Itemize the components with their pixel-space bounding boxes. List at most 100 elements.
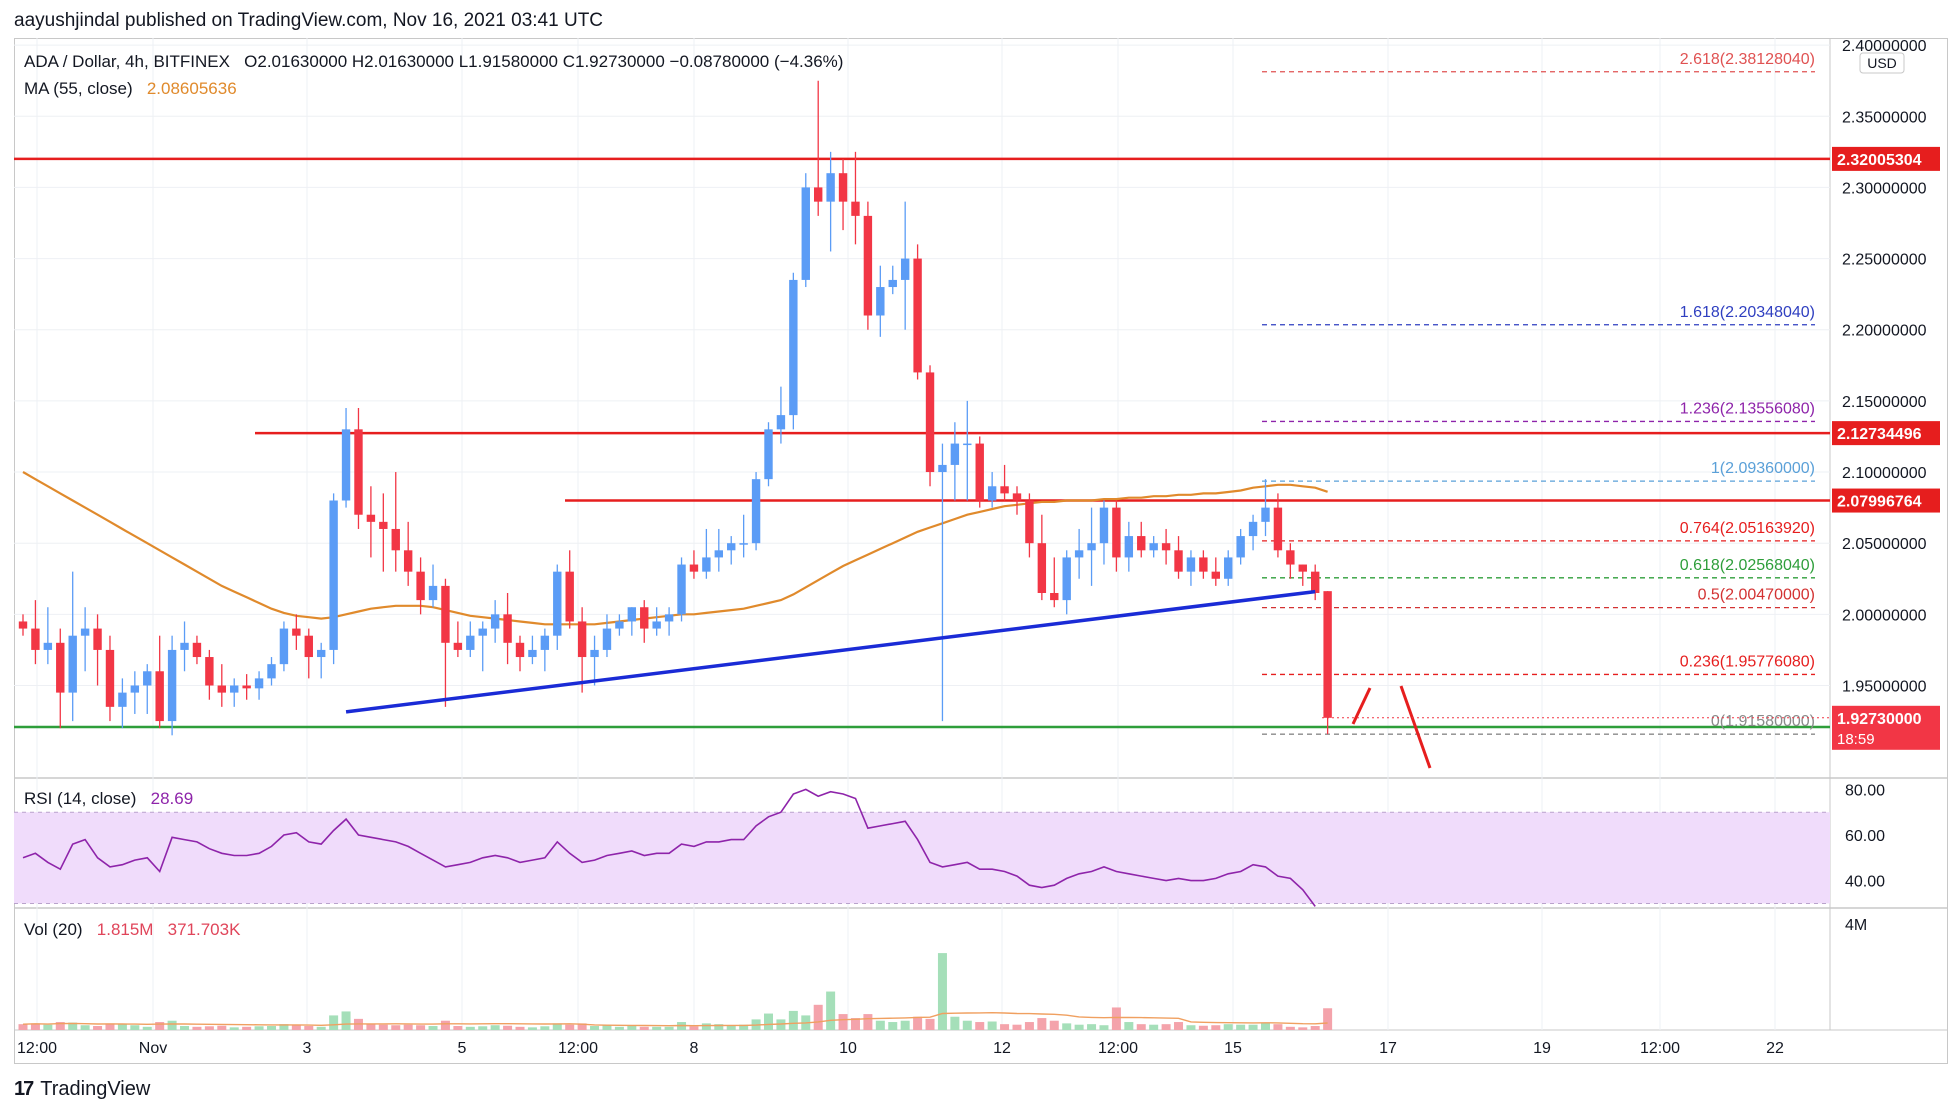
volume-bar	[614, 1026, 624, 1030]
candle-down	[192, 642, 202, 658]
volume-bar	[1024, 1022, 1034, 1030]
candle-up	[938, 464, 947, 473]
volume-legend[interactable]: Vol (20) 1.815M 371.703K	[24, 920, 240, 940]
rsi-band	[14, 812, 1830, 904]
volume-bar	[30, 1023, 40, 1030]
ma-value: 2.08605636	[146, 79, 237, 98]
volume-bar	[503, 1025, 513, 1030]
volume-bar	[590, 1026, 600, 1030]
volume-bar	[105, 1023, 115, 1030]
candle-up	[341, 429, 351, 501]
volume-bar	[428, 1026, 438, 1030]
fib-level-label: 0(1.91580000)	[1711, 713, 1815, 730]
volume-bar	[478, 1026, 488, 1030]
candle-up	[329, 500, 338, 650]
volume-bar	[1174, 1022, 1184, 1030]
ohlc-values: O2.01630000 H2.01630000 L1.91580000 C1.9…	[244, 52, 844, 71]
candle-down	[155, 671, 164, 722]
candle-up	[1099, 507, 1109, 544]
rsi-line	[22, 788, 1316, 907]
volume-bar	[1149, 1024, 1159, 1030]
candle-down	[105, 649, 115, 707]
volume-bar	[726, 1025, 736, 1030]
candle-up	[528, 649, 537, 658]
candle-down	[217, 685, 226, 693]
volume-bar	[652, 1026, 662, 1030]
volume-bar	[1186, 1025, 1196, 1030]
candle-up	[1186, 557, 1196, 572]
volume-value: 1.815M	[96, 920, 154, 939]
tradingview-logo[interactable]: 17 TradingView	[14, 1078, 150, 1101]
candle-down	[1025, 500, 1034, 544]
volume-bar	[155, 1022, 165, 1030]
candle-down	[31, 628, 40, 650]
rsi-legend[interactable]: RSI (14, close) 28.69	[24, 789, 193, 809]
volume-bar	[962, 1020, 972, 1030]
tradingview-brand: TradingView	[40, 1078, 151, 1100]
rsi-tick-label: 80.00	[1845, 782, 1885, 799]
candle-down	[18, 621, 28, 629]
candle-up	[1062, 557, 1071, 601]
volume-bar	[117, 1024, 127, 1030]
y-tick-label: 1.95000000	[1842, 679, 1927, 696]
volume-bar	[900, 1020, 910, 1030]
volume-bar	[1198, 1025, 1208, 1030]
candle-down	[814, 187, 823, 202]
x-tick-label: 5	[458, 1040, 467, 1057]
volume-bar	[440, 1020, 450, 1030]
volume-average: 371.703K	[167, 920, 241, 939]
volume-bar	[1111, 1007, 1121, 1030]
volume-bar	[577, 1023, 587, 1030]
volume-bar	[1000, 1024, 1010, 1030]
candle-down	[1050, 593, 1059, 601]
candle-up	[1087, 543, 1096, 551]
candle-up	[130, 685, 140, 693]
candle-down	[851, 201, 860, 216]
chart-frame[interactable]	[14, 38, 1948, 1064]
candle-down	[913, 258, 922, 373]
volume-bar	[1087, 1024, 1097, 1030]
candle-down	[975, 443, 984, 501]
volume-bar	[1310, 1026, 1320, 1030]
y-tick-label: 2.05000000	[1842, 536, 1927, 553]
volume-bar	[1124, 1022, 1134, 1030]
volume-bar	[1323, 1008, 1333, 1030]
volume-bar	[267, 1026, 276, 1030]
volume-bar	[229, 1027, 239, 1030]
ma-legend[interactable]: MA (55, close) 2.08605636	[24, 79, 237, 99]
volume-bar	[204, 1026, 214, 1030]
candle-down	[1273, 507, 1283, 551]
volume-bar	[1037, 1018, 1047, 1030]
x-tick-label: 12:00	[1098, 1040, 1138, 1057]
candle-up	[478, 628, 487, 636]
volume-bar	[1248, 1024, 1258, 1030]
candle-up	[826, 173, 835, 202]
volume-bar	[192, 1026, 202, 1030]
candle-up	[118, 692, 127, 707]
candle-up	[739, 543, 748, 545]
rsi-label: RSI (14, close)	[24, 789, 137, 808]
candle-down	[1199, 557, 1208, 572]
volume-bar	[714, 1024, 724, 1030]
x-tick-label: 3	[303, 1040, 312, 1057]
symbol-name[interactable]: ADA / Dollar, 4h, BITFINEX	[24, 52, 230, 71]
candle-up	[279, 628, 289, 665]
fib-level-label: 1.236(2.13556080)	[1680, 400, 1815, 417]
price-tag	[1832, 146, 1940, 171]
volume-bar	[403, 1024, 413, 1030]
volume-bar	[639, 1026, 649, 1030]
volume-bar	[1298, 1027, 1308, 1030]
candle-down	[93, 628, 102, 650]
candle-up	[789, 279, 798, 416]
volume-bar	[43, 1024, 53, 1030]
volume-bar	[813, 1004, 823, 1030]
volume-bar	[1062, 1023, 1072, 1030]
volume-bar	[279, 1024, 289, 1030]
volume-bar	[925, 1018, 935, 1030]
candle-up	[900, 258, 910, 280]
rsi-tick-label: 60.00	[1845, 828, 1885, 845]
resistance-price-label: 2.07996764	[1837, 494, 1922, 511]
volume-bar	[304, 1026, 314, 1030]
candle-down	[503, 614, 512, 643]
